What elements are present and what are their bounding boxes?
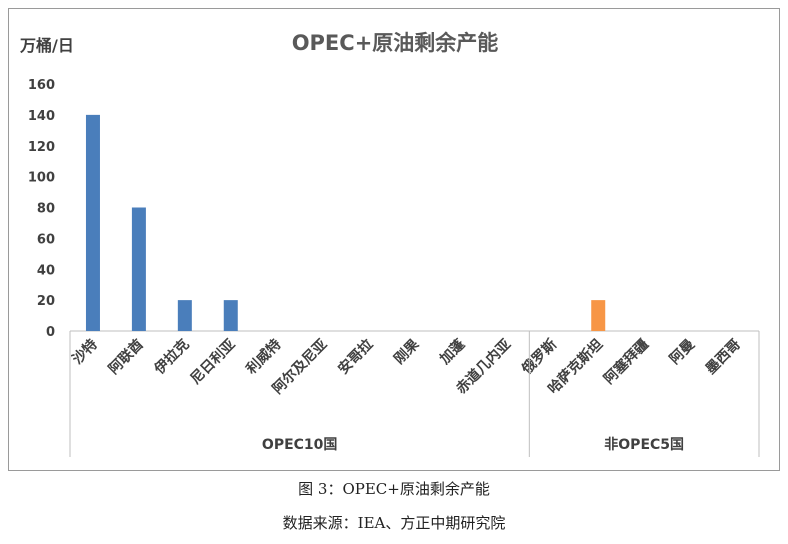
y-tick-label: 20 <box>37 294 55 309</box>
x-tick-label: 安哥拉 <box>335 336 377 378</box>
x-tick-label: 加蓬 <box>436 335 469 368</box>
bar <box>591 300 606 331</box>
x-tick-label: 阿曼 <box>667 337 698 368</box>
x-tick-label: 沙特 <box>69 336 101 368</box>
x-tick-label: 伊拉克 <box>150 336 192 378</box>
y-tick-label: 160 <box>28 78 55 93</box>
group-label: 非OPEC5国 <box>604 436 684 453</box>
bar <box>85 114 100 331</box>
bar <box>223 300 238 331</box>
chart-frame: OPEC+原油剩余产能 万桶/日 0 20 40 60 80 100 120 140 160 沙特 阿联… <box>8 8 780 471</box>
x-tick-label: 俄罗斯 <box>518 336 560 378</box>
group-label: OPEC10国 <box>262 437 337 453</box>
y-tick-label: 120 <box>28 140 55 155</box>
y-axis-label: 万桶/日 <box>19 36 74 55</box>
x-tick-label: 墨西哥 <box>703 337 744 378</box>
chart-title: OPEC+原油剩余产能 <box>292 31 499 55</box>
source-caption: 数据来源：IEA、方正中期研究院 <box>282 514 506 532</box>
x-tick-label: 利威特 <box>243 336 285 378</box>
figure-caption: 图 3：OPEC+原油剩余产能 <box>298 480 490 498</box>
x-tick-label: 阿塞拜疆 <box>600 336 652 388</box>
y-tick-label: 140 <box>28 109 55 124</box>
y-tick-label: 60 <box>37 232 55 247</box>
y-tick-label: 0 <box>46 325 55 340</box>
y-tick-label: 100 <box>28 171 55 186</box>
x-tick-label: 尼日利亚 <box>187 336 239 388</box>
bar-chart: OPEC+原油剩余产能 万桶/日 0 20 40 60 80 100 120 140 160 沙特 阿联… <box>19 31 760 457</box>
bar <box>177 300 192 331</box>
bar <box>131 207 146 331</box>
y-tick-label: 80 <box>37 202 55 217</box>
y-tick-label: 40 <box>37 263 55 278</box>
x-tick-label: 刚果 <box>391 336 423 368</box>
x-tick-label: 阿联酋 <box>105 336 147 378</box>
